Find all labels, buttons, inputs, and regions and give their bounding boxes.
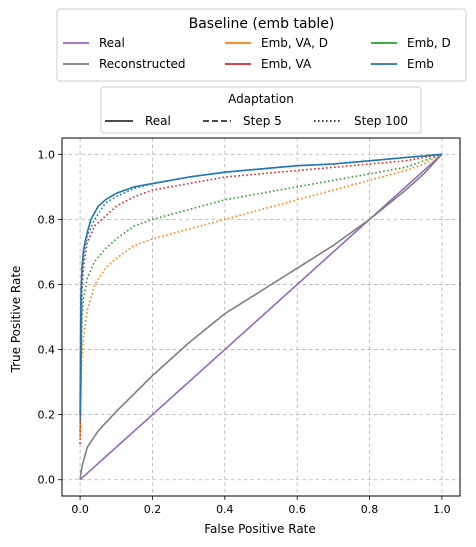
y-tick-label-1: 0.2	[38, 409, 56, 422]
x-tick-label-1: 0.2	[144, 503, 162, 516]
series-line-emb-va	[79, 153, 443, 444]
y-tick-label-2: 0.4	[38, 344, 56, 357]
legend-baseline-label-0: Real	[99, 36, 125, 50]
legend-adaptation-label-1: Step 5	[243, 114, 282, 128]
x-tick-label-2: 0.4	[216, 503, 234, 516]
series-line-real	[79, 153, 443, 481]
legend-adaptation-label-2: Step 100	[354, 114, 408, 128]
legend-baseline-frame	[56, 8, 467, 82]
series-line-emb-va-d	[79, 153, 443, 438]
legend-adaptation-title: Adaptation	[228, 92, 294, 106]
x-tick-label-5: 1.0	[433, 503, 451, 516]
series-line-reconstructed	[79, 153, 443, 480]
x-tick-label-0: 0.0	[71, 503, 89, 516]
axes-frame	[61, 137, 461, 497]
series-line-emb-d	[79, 153, 443, 431]
legend-baseline-label-5: Emb	[407, 57, 434, 71]
legend-baseline-label-1: Emb, VA, D	[261, 36, 328, 50]
legend-baseline-label-3: Reconstructed	[99, 57, 186, 71]
x-tick-label-3: 0.6	[288, 503, 306, 516]
series-line-emb-step-100	[79, 153, 442, 422]
legend-baseline-label-4: Emb, VA	[261, 57, 312, 71]
plot-area: 0.0 0.2 0.4 0.6 0.8 1.0 0.0 0.2 0.4 0.6 0.8 1.0	[38, 137, 461, 516]
x-tick-label-4: 0.8	[361, 503, 379, 516]
y-tick-label-5: 1.0	[38, 148, 56, 161]
y-tick-label-0: 0.0	[38, 474, 56, 487]
legend-baseline-label-2: Emb, D	[407, 36, 451, 50]
legend-adaptation: Adaptation Real Step 5 Step 100	[100, 86, 422, 134]
y-tick-label-3: 0.6	[38, 278, 56, 291]
legend-baseline: Baseline (emb table) Real Emb, VA, D Emb, D…	[56, 8, 467, 82]
legend-baseline-title: Baseline (emb table)	[189, 16, 335, 32]
legend-adaptation-label-0: Real	[145, 114, 171, 128]
x-axis-label: False Positive Rate	[204, 522, 316, 536]
y-axis-label: True Positive Rate	[9, 266, 23, 374]
legend-adaptation-frame	[100, 86, 422, 134]
y-tick-label-4: 0.8	[38, 213, 56, 226]
